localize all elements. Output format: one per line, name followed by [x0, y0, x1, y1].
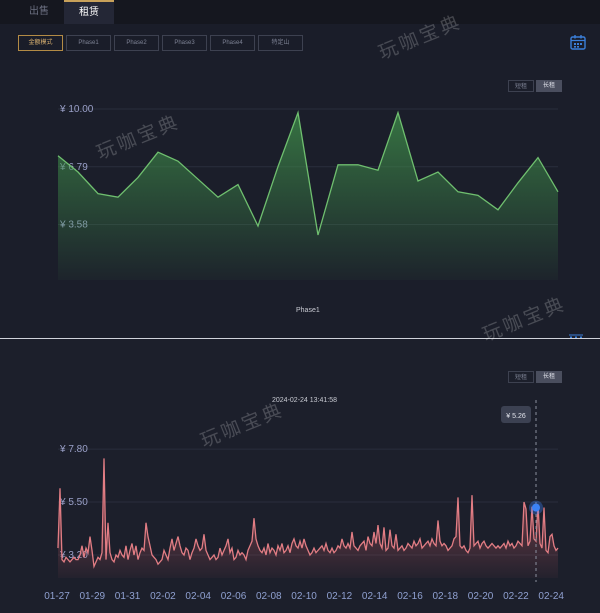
tooltip-value: ¥ 5.26	[506, 413, 526, 420]
tab-sell[interactable]: 出售	[29, 6, 49, 17]
phase-price-chart: ¥ 10.00¥ 6.79¥ 3.58	[57, 104, 559, 280]
toggle-long[interactable]: 长租	[536, 80, 562, 92]
calendar-icon[interactable]	[570, 34, 586, 50]
x-tick-label-8: 02-12	[327, 591, 353, 602]
x-tick-label-10: 02-16	[397, 591, 423, 602]
area-fill-0	[58, 112, 558, 280]
x-tick-label-11: 02-18	[433, 591, 459, 602]
filter-phase2[interactable]: Phase2	[114, 35, 159, 51]
filter-phase1[interactable]: Phase1	[66, 35, 111, 51]
toggle-long-bottom[interactable]: 长租	[536, 371, 562, 383]
x-tick-label-1: 01-29	[80, 591, 106, 602]
area-fill-1	[58, 458, 558, 578]
phase-chart-xlabel: Phase1	[296, 307, 320, 314]
y-tick-label-0-1: ¥ 6.79	[59, 162, 88, 173]
x-tick-label-3: 02-02	[150, 591, 176, 602]
daily-price-chart: ¥ 7.80 ¥ 5.50 ¥ 3.20 01-27 01-29 01-31 02-02 02…	[44, 400, 564, 602]
y-tick-label-0-0: ¥ 10.00	[59, 104, 94, 115]
period-toggle-top: 短租 长租	[508, 80, 562, 92]
x-tick-label-6: 02-08	[256, 591, 282, 602]
y-tick-label-1-2: ¥ 3.20	[59, 550, 88, 561]
x-tick-label-2: 01-31	[115, 591, 141, 602]
series-line-1	[57, 458, 559, 569]
x-tick-label-14: 02-24	[538, 591, 564, 602]
series-line-0	[57, 110, 559, 236]
x-tick-label-7: 02-10	[291, 591, 317, 602]
y-tick-label-1-1: ¥ 5.50	[59, 497, 88, 508]
highlight-point[interactable]	[532, 503, 540, 512]
y-tick-label-1-0: ¥ 7.80	[59, 444, 88, 455]
x-tick-label-5: 02-06	[221, 591, 247, 602]
toggle-short[interactable]: 短租	[508, 80, 534, 92]
filter-amount-mode[interactable]: 金额模式	[18, 35, 63, 51]
x-tick-label-9: 02-14	[362, 591, 388, 602]
x-tick-label-0: 01-27	[44, 591, 70, 602]
filter-phase3[interactable]: Phase3	[162, 35, 207, 51]
top-tab-bar: 出售 租赁	[0, 0, 600, 24]
tooltip-timestamp: 2024-02-24 13:41:58	[272, 397, 337, 404]
tab-rent[interactable]: 租赁	[64, 0, 114, 24]
toggle-short-bottom[interactable]: 短租	[508, 371, 534, 383]
filter-special[interactable]: 特定山	[258, 35, 303, 51]
section-divider	[0, 338, 600, 339]
x-tick-label-13: 02-22	[503, 591, 529, 602]
calendar-small-icon[interactable]	[568, 334, 584, 339]
value-tooltip	[501, 406, 531, 423]
x-tick-label-4: 02-04	[185, 591, 211, 602]
period-toggle-bottom: 短租 长租	[508, 371, 562, 383]
filter-phase4[interactable]: Phase4	[210, 35, 255, 51]
x-tick-label-12: 02-20	[468, 591, 494, 602]
